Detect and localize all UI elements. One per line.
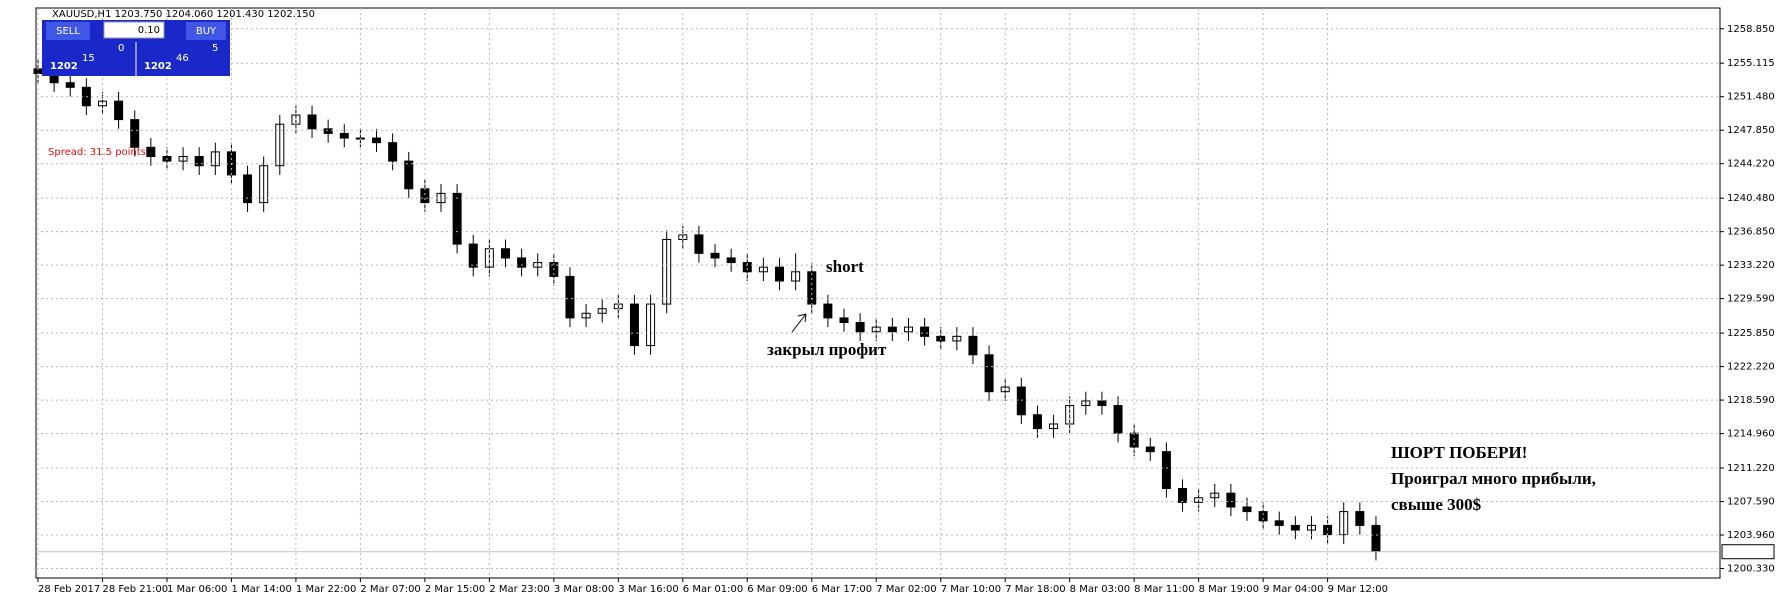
y-tick-label: 1240.480 bbox=[1727, 193, 1775, 204]
y-tick-label: 1247.850 bbox=[1727, 125, 1775, 136]
sell-label: SELL bbox=[56, 26, 80, 37]
x-tick-label: 28 Feb 2017 bbox=[38, 584, 100, 595]
y-tick-label: 1233.220 bbox=[1727, 260, 1775, 271]
x-tick-label: 7 Mar 02:00 bbox=[876, 584, 936, 595]
x-tick-label: 9 Mar 04:00 bbox=[1263, 584, 1323, 595]
y-tick-label: 1255.115 bbox=[1727, 58, 1775, 69]
x-tick-label: 6 Mar 09:00 bbox=[747, 584, 807, 595]
x-tick-label: 8 Mar 19:00 bbox=[1199, 584, 1259, 595]
x-tick-label: 6 Mar 17:00 bbox=[812, 584, 872, 595]
y-tick-label: 1203.960 bbox=[1727, 530, 1775, 541]
y-tick-label: 1229.590 bbox=[1727, 294, 1775, 305]
x-tick-label: 1 Mar 22:00 bbox=[296, 584, 356, 595]
buy-big: 1202 bbox=[144, 61, 172, 72]
x-tick-label: 6 Mar 01:00 bbox=[683, 584, 743, 595]
x-tick-label: 8 Mar 11:00 bbox=[1134, 584, 1194, 595]
y-tick-label: 1200.330 bbox=[1727, 564, 1775, 575]
x-tick-label: 7 Mar 18:00 bbox=[1005, 584, 1065, 595]
x-tick-label: 1 Mar 06:00 bbox=[167, 584, 227, 595]
annotation-arrow bbox=[791, 313, 807, 333]
y-tick-label: 1251.480 bbox=[1727, 92, 1775, 103]
y-tick-label: 1236.850 bbox=[1727, 227, 1775, 238]
buy-frac: 5 bbox=[212, 43, 218, 54]
y-tick-label: 1225.850 bbox=[1727, 328, 1775, 339]
trade-panel: SELL 0.10 BUY 1202 15 0 1202 46 5 bbox=[42, 20, 230, 76]
sell-frac: 0 bbox=[118, 43, 124, 54]
annotation-closed: закрыл профит bbox=[767, 340, 887, 359]
sell-pips: 15 bbox=[82, 53, 95, 64]
y-tick-label: 1258.850 bbox=[1727, 24, 1775, 35]
y-tick-label: 1218.590 bbox=[1727, 395, 1775, 406]
x-tick-label: 7 Mar 10:00 bbox=[941, 584, 1001, 595]
buy-pips: 46 bbox=[176, 53, 189, 64]
sell-button[interactable] bbox=[46, 22, 90, 40]
x-tick-label: 9 Mar 12:00 bbox=[1328, 584, 1388, 595]
spread-label: Spread: 31.5 points bbox=[48, 147, 146, 158]
x-tick-label: 8 Mar 03:00 bbox=[1070, 584, 1130, 595]
y-tick-label: 1207.590 bbox=[1727, 497, 1775, 508]
y-tick-label: 1222.220 bbox=[1727, 362, 1775, 373]
x-tick-label: 1 Mar 14:00 bbox=[231, 584, 291, 595]
x-tick-label: 2 Mar 23:00 bbox=[489, 584, 549, 595]
x-tick-label: 2 Mar 15:00 bbox=[425, 584, 485, 595]
symbol-header: XAUUSD,H1 1203.750 1204.060 1201.430 120… bbox=[52, 9, 315, 20]
y-tick-label: 1211.220 bbox=[1727, 463, 1775, 474]
x-tick-label: 2 Mar 07:00 bbox=[360, 584, 420, 595]
y-tick-label: 1214.960 bbox=[1727, 429, 1775, 440]
buy-button[interactable] bbox=[186, 22, 226, 40]
x-tick-label: 3 Mar 16:00 bbox=[618, 584, 678, 595]
current-price-box bbox=[1721, 544, 1775, 560]
annotation-short: short bbox=[826, 257, 864, 276]
annotation-note: свыше 300$ bbox=[1391, 495, 1482, 514]
lot-input[interactable] bbox=[103, 21, 165, 39]
annotation-note: ШОРТ ПОБЕРИ! bbox=[1391, 443, 1527, 462]
y-tick-label: 1244.220 bbox=[1727, 159, 1775, 170]
lot-value: 0.10 bbox=[138, 25, 160, 36]
annotation-note: Проиграл много прибыли, bbox=[1391, 469, 1596, 488]
plot-frame bbox=[35, 7, 1721, 579]
buy-label: BUY bbox=[196, 26, 217, 37]
x-tick-label: 28 Feb 21:00 bbox=[102, 584, 168, 595]
x-tick-label: 3 Mar 08:00 bbox=[554, 584, 614, 595]
sell-big: 1202 bbox=[50, 61, 78, 72]
